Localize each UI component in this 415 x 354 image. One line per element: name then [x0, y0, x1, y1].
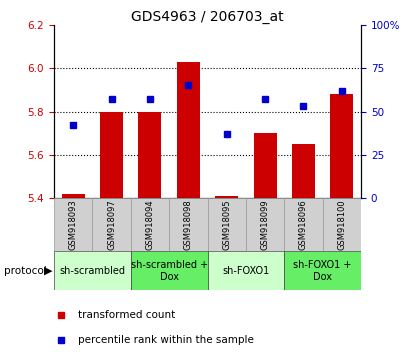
Bar — [131, 251, 208, 290]
Text: GSM918099: GSM918099 — [261, 199, 270, 250]
Bar — [323, 198, 361, 251]
Text: protocol: protocol — [4, 266, 47, 276]
Bar — [100, 112, 123, 198]
Bar — [330, 94, 354, 198]
Bar — [54, 251, 131, 290]
Bar — [208, 251, 284, 290]
Text: percentile rank within the sample: percentile rank within the sample — [78, 335, 254, 344]
Bar — [62, 194, 85, 198]
Bar — [169, 198, 208, 251]
Text: sh-scrambled: sh-scrambled — [59, 266, 125, 276]
Text: GSM918094: GSM918094 — [145, 199, 154, 250]
Title: GDS4963 / 206703_at: GDS4963 / 206703_at — [131, 10, 284, 24]
Bar — [139, 112, 161, 198]
Bar — [254, 133, 276, 198]
Bar — [284, 198, 323, 251]
Bar — [292, 144, 315, 198]
Bar — [284, 251, 361, 290]
Text: sh-FOXO1: sh-FOXO1 — [222, 266, 269, 276]
Bar — [177, 62, 200, 198]
Text: GSM918098: GSM918098 — [184, 199, 193, 250]
Text: sh-FOXO1 +
Dox: sh-FOXO1 + Dox — [293, 260, 352, 282]
Text: GSM918093: GSM918093 — [68, 199, 78, 250]
Text: GSM918096: GSM918096 — [299, 199, 308, 250]
Bar — [54, 198, 92, 251]
Text: GSM918097: GSM918097 — [107, 199, 116, 250]
Bar — [208, 198, 246, 251]
Text: ▶: ▶ — [44, 266, 52, 276]
Bar — [93, 198, 131, 251]
Bar — [131, 198, 169, 251]
Text: GSM918095: GSM918095 — [222, 199, 231, 250]
Text: GSM918100: GSM918100 — [337, 199, 347, 250]
Bar — [246, 198, 284, 251]
Bar — [215, 196, 238, 198]
Text: transformed count: transformed count — [78, 310, 176, 320]
Text: sh-scrambled +
Dox: sh-scrambled + Dox — [131, 260, 208, 282]
